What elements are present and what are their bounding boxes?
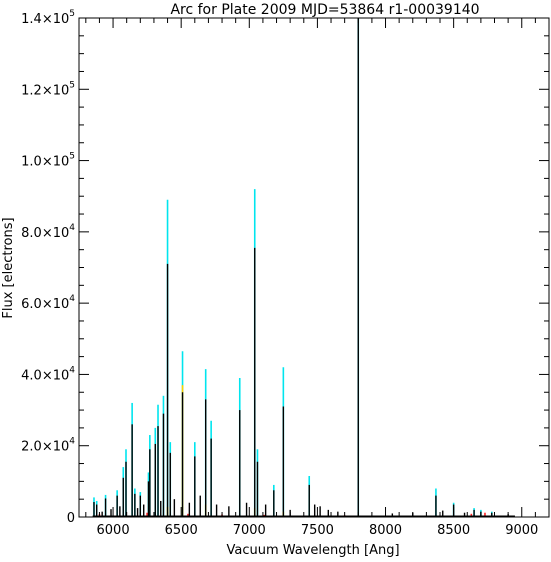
x-tick-label: 6000: [97, 523, 130, 538]
y-tick-label: 6.0×104: [21, 294, 75, 312]
spectrum-lines: [92, 18, 515, 517]
y-tick-label: 1.0×105: [21, 152, 75, 170]
y-tick-label: 4.0×104: [21, 365, 75, 383]
y-tick-label: 0: [67, 511, 75, 526]
y-axis-title: Flux [electrons]: [1, 217, 16, 318]
x-tick-label: 6500: [165, 523, 198, 538]
ticks: [79, 17, 550, 518]
y-tick-label: 8.0×104: [21, 223, 75, 241]
x-axis-title: Vacuum Wavelength [Ang]: [226, 543, 399, 558]
x-tick-label: 9000: [505, 523, 538, 538]
x-tick-label: 7000: [233, 523, 266, 538]
tick-labels: 6000 6500 7000 7500 8000 8500 9000 0 2.0×104 4.0×…: [21, 9, 538, 538]
y-tick-label: 1.2×105: [21, 80, 75, 98]
x-tick-label: 8000: [369, 523, 402, 538]
y-tick-label: 2.0×104: [21, 437, 75, 455]
chart-title: Arc for Plate 2009 MJD=53864 r1-00039140: [170, 2, 479, 18]
y-tick-label: 1.4×105: [21, 9, 75, 27]
x-tick-label: 7500: [301, 523, 334, 538]
x-tick-label: 8500: [437, 523, 470, 538]
